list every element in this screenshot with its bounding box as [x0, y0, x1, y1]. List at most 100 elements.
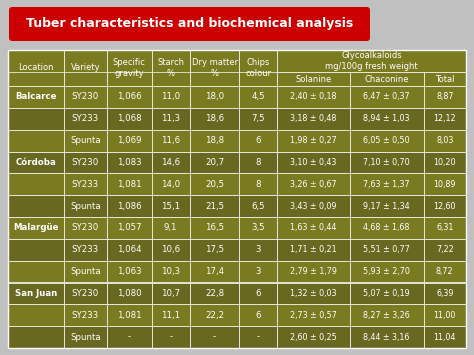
Bar — [64, 326, 107, 348]
Bar — [152, 72, 190, 86]
Bar — [239, 304, 277, 326]
Text: Spunta: Spunta — [70, 333, 101, 342]
Bar — [8, 173, 64, 195]
Text: -: - — [169, 333, 172, 342]
Text: 1,069: 1,069 — [117, 136, 142, 145]
Bar — [107, 304, 152, 326]
Text: 2,73 ± 0,57: 2,73 ± 0,57 — [290, 311, 337, 320]
Text: 14,6: 14,6 — [161, 158, 180, 167]
Bar — [277, 326, 349, 348]
Text: 17,5: 17,5 — [205, 245, 224, 254]
Bar — [64, 239, 107, 261]
Text: -: - — [128, 333, 131, 342]
Bar — [107, 50, 152, 86]
Text: SY233: SY233 — [72, 311, 99, 320]
Bar — [64, 261, 107, 283]
Text: 10,3: 10,3 — [161, 267, 180, 276]
Bar — [277, 108, 349, 130]
Bar — [277, 173, 349, 195]
Text: 12,60: 12,60 — [434, 202, 456, 211]
Text: SY233: SY233 — [72, 180, 99, 189]
Bar — [64, 283, 107, 304]
Bar — [8, 326, 64, 348]
Bar — [239, 261, 277, 283]
Bar — [152, 195, 190, 217]
Bar — [107, 195, 152, 217]
Bar — [277, 283, 349, 304]
Bar — [424, 326, 466, 348]
Text: 7,63 ± 1,37: 7,63 ± 1,37 — [363, 180, 410, 189]
Text: 14,0: 14,0 — [161, 180, 180, 189]
Bar — [239, 50, 277, 86]
Bar — [424, 217, 466, 239]
Text: Malargüe: Malargüe — [13, 223, 59, 233]
Text: 22,8: 22,8 — [205, 289, 224, 298]
Text: 1,98 ± 0,27: 1,98 ± 0,27 — [290, 136, 337, 145]
Text: 6,31: 6,31 — [436, 223, 454, 233]
Bar — [152, 304, 190, 326]
Text: 3,10 ± 0,43: 3,10 ± 0,43 — [290, 158, 337, 167]
Text: 8,03: 8,03 — [436, 136, 454, 145]
Text: 2,40 ± 0,18: 2,40 ± 0,18 — [290, 92, 337, 102]
Bar — [8, 239, 64, 261]
Text: 1,086: 1,086 — [117, 202, 142, 211]
Bar — [8, 86, 64, 108]
Bar — [349, 304, 424, 326]
Text: 10,20: 10,20 — [434, 158, 456, 167]
Bar — [239, 239, 277, 261]
Bar — [152, 173, 190, 195]
Bar — [277, 217, 349, 239]
Text: 6,47 ± 0,37: 6,47 ± 0,37 — [363, 92, 410, 102]
Text: Variety: Variety — [71, 64, 100, 72]
Bar — [8, 50, 64, 86]
Bar — [424, 130, 466, 152]
Text: SY230: SY230 — [72, 158, 99, 167]
Text: 20,5: 20,5 — [205, 180, 224, 189]
Bar — [8, 72, 64, 86]
Text: 3,5: 3,5 — [252, 223, 265, 233]
Text: 9,1: 9,1 — [164, 223, 177, 233]
Bar — [190, 326, 239, 348]
Bar — [277, 152, 349, 173]
Bar — [424, 195, 466, 217]
Text: 2,79 ± 1,79: 2,79 ± 1,79 — [290, 267, 337, 276]
Text: 18,0: 18,0 — [205, 92, 224, 102]
Text: Specific
gravity: Specific gravity — [113, 58, 146, 78]
Text: 11,6: 11,6 — [161, 136, 180, 145]
Text: 12,12: 12,12 — [434, 114, 456, 123]
Bar — [424, 173, 466, 195]
Text: 6,39: 6,39 — [436, 289, 454, 298]
Bar — [239, 326, 277, 348]
Bar — [107, 173, 152, 195]
Bar — [8, 152, 64, 173]
Text: 1,063: 1,063 — [117, 267, 142, 276]
Text: Chips
colour: Chips colour — [246, 58, 272, 78]
Text: 16,5: 16,5 — [205, 223, 224, 233]
Text: 7,22: 7,22 — [436, 245, 454, 254]
Bar — [424, 261, 466, 283]
Bar — [107, 283, 152, 304]
Bar — [64, 173, 107, 195]
Text: 8,72: 8,72 — [436, 267, 454, 276]
Bar — [107, 130, 152, 152]
Text: Balcarce: Balcarce — [15, 92, 57, 102]
Bar — [190, 86, 239, 108]
Bar — [8, 304, 64, 326]
Text: 1,057: 1,057 — [117, 223, 142, 233]
Bar — [239, 152, 277, 173]
Bar — [349, 239, 424, 261]
Bar — [239, 130, 277, 152]
Bar — [107, 72, 152, 86]
Text: Glycoalkaloids
mg/100g fresh weight: Glycoalkaloids mg/100g fresh weight — [326, 51, 418, 71]
Bar — [8, 108, 64, 130]
Bar — [277, 50, 466, 72]
Bar — [349, 152, 424, 173]
Bar — [349, 108, 424, 130]
Text: 11,0: 11,0 — [161, 92, 180, 102]
Bar — [424, 239, 466, 261]
Text: 11,1: 11,1 — [161, 311, 180, 320]
Bar — [190, 239, 239, 261]
Text: 4,68 ± 1,68: 4,68 ± 1,68 — [364, 223, 410, 233]
Text: 5,93 ± 2,70: 5,93 ± 2,70 — [363, 267, 410, 276]
Bar — [277, 72, 349, 86]
